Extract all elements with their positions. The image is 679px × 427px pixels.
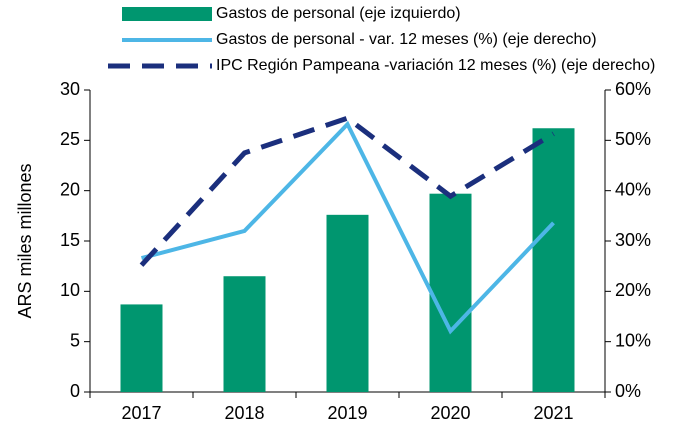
x-tick-label: 2018	[224, 403, 264, 423]
y-tick-label: 25	[60, 129, 80, 149]
bar	[223, 276, 266, 392]
legend-label: IPC Región Pampeana -variación 12 meses …	[216, 57, 655, 74]
bar	[120, 304, 163, 392]
bar	[326, 214, 369, 392]
x-tick-label: 2017	[121, 403, 161, 423]
x-tick-label: 2021	[533, 403, 573, 423]
y-tick-label: 0	[70, 381, 80, 401]
line	[140, 120, 555, 335]
legend-label: Gastos de personal - var. 12 meses (%) (…	[216, 31, 597, 48]
legend-swatch	[122, 7, 212, 21]
y2-tick-label: 40%	[615, 179, 651, 199]
y2-tick-label: 20%	[615, 280, 651, 300]
y2-tick-label: 10%	[615, 330, 651, 350]
y2-tick-label: 0%	[615, 381, 641, 401]
y-tick-label: 10	[60, 280, 80, 300]
bar	[429, 193, 472, 392]
y-tick-label: 20	[60, 179, 80, 199]
y-tick-label: 5	[70, 330, 80, 350]
y2-tick-label: 60%	[615, 79, 651, 99]
y2-tick-label: 30%	[615, 230, 651, 250]
x-tick-label: 2019	[327, 403, 367, 423]
bar	[532, 128, 575, 392]
y-axis-label: ARS miles millones	[15, 163, 35, 318]
y2-tick-label: 50%	[615, 129, 651, 149]
x-tick-label: 2020	[430, 403, 470, 423]
y-tick-label: 15	[60, 230, 80, 250]
y-tick-label: 30	[60, 79, 80, 99]
legend-label: Gastos de personal (eje izquierdo)	[216, 5, 461, 22]
